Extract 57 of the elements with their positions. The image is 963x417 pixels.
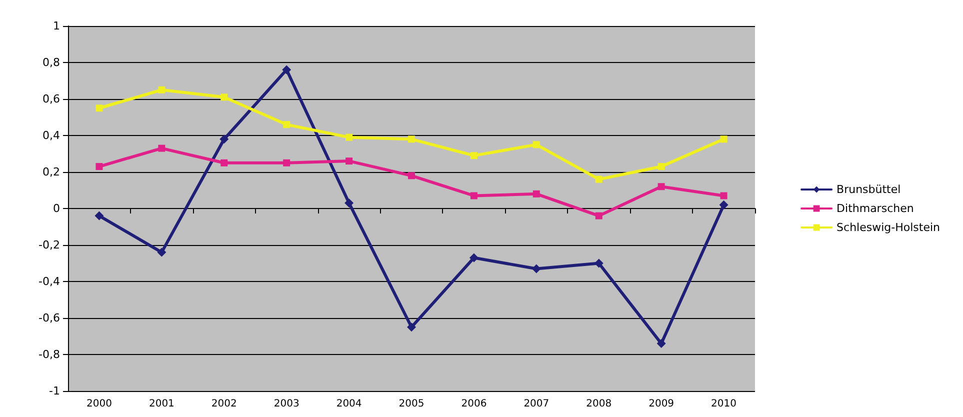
y-tick-label: 0,4	[42, 129, 60, 142]
point	[658, 183, 665, 190]
point	[595, 176, 602, 183]
point	[282, 65, 292, 74]
point	[96, 163, 103, 170]
point	[658, 163, 665, 170]
point	[532, 190, 540, 198]
x-tick-label: 2010	[711, 398, 736, 410]
point	[220, 94, 228, 101]
x-tick-label: 2007	[524, 398, 550, 410]
point	[96, 104, 103, 112]
point	[719, 200, 728, 210]
x-tick-label: 2004	[336, 398, 362, 410]
point	[408, 136, 415, 143]
legend-label: Brunsbüttel	[836, 183, 901, 196]
x-tick-label: 2003	[274, 398, 300, 410]
point	[470, 152, 478, 160]
y-tick-label: 0,6	[42, 92, 60, 106]
point	[94, 211, 104, 220]
y-tick-label: 0,8	[42, 56, 60, 69]
y-tick-label: 0,2	[42, 166, 60, 178]
point	[595, 212, 602, 220]
x-tick-label: 2008	[586, 398, 612, 410]
point	[720, 192, 728, 200]
legend-label: Schleswig-Holstein	[836, 221, 940, 234]
legend-label: Dithmarschen	[836, 202, 914, 215]
x-tick-label: 2009	[648, 398, 674, 410]
point	[470, 192, 478, 200]
x-tick-label: 2002	[211, 398, 237, 410]
point	[283, 159, 290, 166]
y-tick-label: -0,6	[38, 312, 60, 324]
point	[407, 322, 416, 332]
x-tick-label: 2001	[148, 398, 174, 410]
x-tick-label: 2000	[86, 398, 112, 410]
point	[532, 264, 541, 274]
x-tick-label: 2005	[398, 398, 424, 410]
x-tick-label: 2006	[461, 398, 487, 410]
y-tick-label: -0,8	[38, 348, 60, 361]
point	[532, 141, 540, 148]
point	[469, 253, 478, 262]
y-tick-label: -0,4	[38, 275, 60, 288]
point	[346, 134, 353, 141]
y-tick-label: -0,2	[38, 238, 60, 252]
y-tick-label: 1	[53, 20, 60, 32]
point	[720, 136, 728, 143]
point	[157, 248, 166, 257]
point	[656, 339, 666, 348]
y-tick-label: -1	[49, 384, 60, 398]
point	[158, 86, 166, 94]
point	[283, 121, 290, 128]
point	[346, 158, 353, 165]
point	[158, 144, 166, 152]
y-tick-label: 0	[53, 202, 60, 215]
point	[220, 159, 228, 166]
point	[220, 134, 229, 144]
point	[408, 172, 415, 180]
point	[344, 198, 354, 208]
